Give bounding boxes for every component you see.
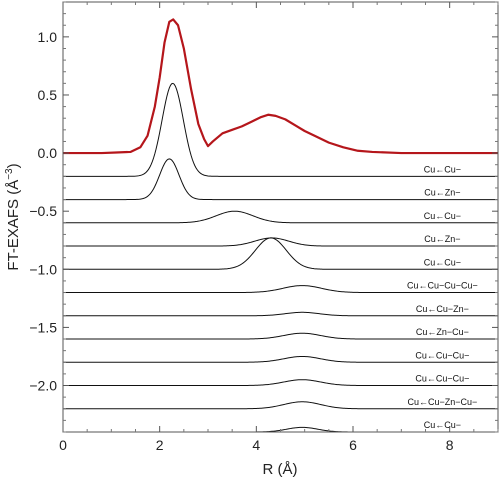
path-curve-8 (63, 332, 498, 340)
path-label-7: Cu←Cu−Zn− (416, 304, 469, 314)
x-tick-label: 2 (156, 437, 164, 453)
path-labels: Cu←Cu−Cu←Zn−Cu←Cu−Cu←Zn−Cu←Cu−Cu←Cu−Cu−C… (407, 164, 478, 430)
y-axis-title: FT-EXAFS (Å−3) (4, 163, 22, 270)
path-label-1: Cu←Cu− (424, 164, 461, 174)
y-tick-label: −0.5 (29, 203, 57, 219)
y-tick-label: −1.0 (29, 261, 57, 277)
path-label-8: Cu←Zn−Cu− (416, 327, 469, 337)
y-tick-label: 0.5 (38, 87, 58, 103)
path-curve-7 (63, 311, 498, 317)
path-label-6: Cu←Cu−Cu−Cu− (407, 281, 478, 291)
path-curve-11 (63, 401, 498, 410)
y-axis-title-exponent: −3 (4, 168, 15, 180)
y-axis-title-main: FT-EXAFS (Å (5, 180, 22, 271)
path-label-5: Cu←Cu− (424, 257, 461, 267)
y-axis-ticks: 1.0 0.5 0.0 −0.5 −1.0 −1.5 −2.0 (29, 1, 498, 433)
total-ft-curve (63, 18, 498, 155)
path-label-3: Cu←Cu− (424, 211, 461, 221)
plot-traces (63, 18, 498, 432)
path-curve-5 (63, 237, 498, 270)
path-curve-3 (63, 210, 498, 224)
y-tick-label: 1.0 (38, 29, 58, 45)
path-label-4: Cu←Zn− (424, 234, 460, 244)
path-curve-1 (63, 82, 498, 177)
x-tick-label: 0 (59, 437, 67, 453)
y-axis-title-close: ) (5, 163, 22, 168)
path-curve-4 (63, 237, 498, 247)
path-curve-9 (63, 355, 498, 363)
x-tick-label: 4 (252, 437, 260, 453)
y-tick-label: −1.5 (29, 319, 57, 335)
path-label-2: Cu←Zn− (424, 188, 460, 198)
x-tick-label: 8 (446, 437, 454, 453)
x-axis-title: R (Å) (263, 461, 298, 478)
path-label-12: Cu←Cu− (424, 420, 461, 430)
path-label-9: Cu←Cu−Cu− (415, 350, 469, 360)
y-tick-label: −2.0 (29, 378, 57, 394)
path-label-10: Cu←Cu−Cu− (415, 374, 469, 384)
y-tick-label: 0.0 (38, 145, 58, 161)
path-curve-6 (63, 285, 498, 294)
path-label-11: Cu←Cu−Zn−Cu− (408, 397, 478, 407)
path-curve-2 (63, 158, 498, 201)
x-tick-label: 6 (349, 437, 357, 453)
path-curve-10 (63, 379, 498, 387)
x-axis-ticks: 0 2 4 6 8 (59, 2, 499, 453)
